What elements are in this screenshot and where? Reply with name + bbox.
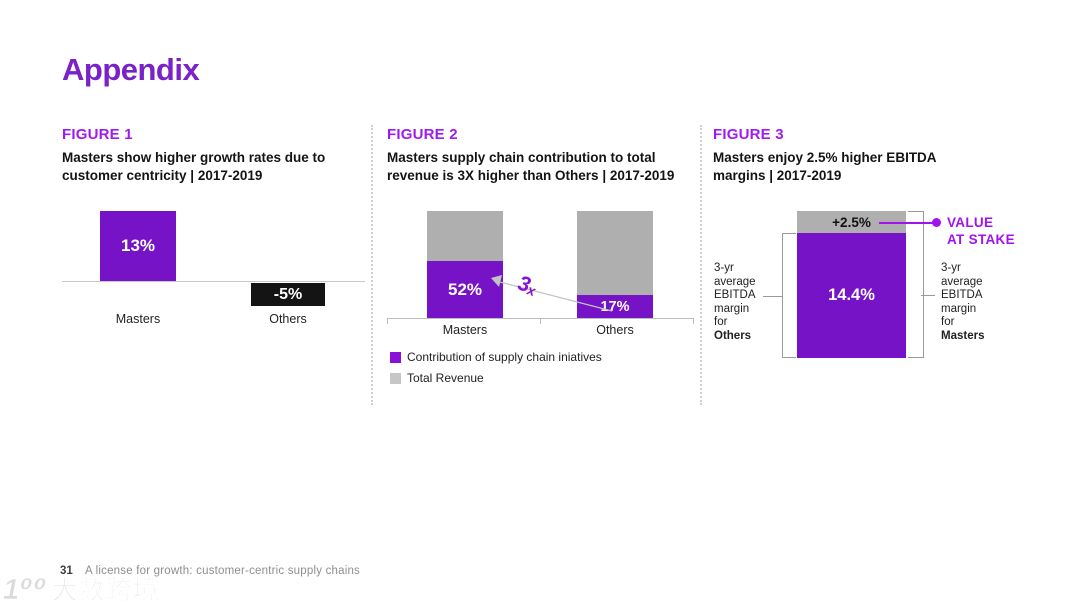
figure1-bar-others: -5% xyxy=(251,283,325,306)
figure2-axis-tick xyxy=(693,318,694,324)
figure3-bar-margin: 14.4% xyxy=(797,233,906,358)
legend-swatch-gray xyxy=(390,372,401,384)
figure1-subtitle-line2: customer centricity | 2017-2019 xyxy=(62,167,263,183)
figure1-subtitle: Masters show higher growth rates due to … xyxy=(62,149,325,184)
figure3-subtitle: Masters enjoy 2.5% higher EBITDA margins… xyxy=(713,149,937,184)
figure1-subtitle-line1: Masters show higher growth rates due to xyxy=(62,150,326,165)
figure3-subtitle-line1: Masters enjoy 2.5% higher EBITDA xyxy=(713,150,937,165)
figure1-bar-masters: 13% xyxy=(100,211,176,281)
figure3-heading: FIGURE 3 xyxy=(713,126,784,143)
figure3-callout-line xyxy=(879,222,934,224)
figure3-right-note: 3-yr average EBITDA margin for Masters xyxy=(941,262,985,342)
figure1-heading: FIGURE 1 xyxy=(62,126,133,143)
figure2-bar-others-total xyxy=(577,211,653,295)
watermark-logo: 1⁰⁰ xyxy=(3,574,48,607)
figure3-callout-dot xyxy=(932,218,941,227)
figure3-right-bracket xyxy=(908,211,924,358)
footer-text: A license for growth: customer-centric s… xyxy=(85,565,361,577)
figure2-bar-masters-value: 52% xyxy=(447,279,483,299)
figure3-left-connector xyxy=(763,296,782,297)
column-divider xyxy=(371,125,373,405)
figure2-heading: FIGURE 2 xyxy=(387,126,458,143)
watermark-text: 大数跨境 xyxy=(51,575,160,606)
watermark: 1⁰⁰ 大数跨境 xyxy=(3,570,160,607)
figure3-right-connector xyxy=(921,295,935,296)
figure1-bar-others-value: -5% xyxy=(273,285,303,303)
figure2-axis-tick xyxy=(540,318,541,324)
figure3-margin-value: 14.4% xyxy=(828,286,875,304)
figure2-axis-tick xyxy=(387,318,388,324)
figure2-bar-masters-contribution: 52% xyxy=(427,261,503,318)
figure3-right-note-bold: Masters xyxy=(941,329,985,342)
figure2-bar-others-contribution: 17% xyxy=(577,295,653,318)
figure3-left-note-bold: Others xyxy=(714,329,752,342)
legend-label-total-revenue: Total Revenue xyxy=(407,371,484,385)
figure2-3x-connector-arrow xyxy=(491,275,613,312)
figure1-category-masters: Masters xyxy=(115,312,161,326)
figure2-category-masters: Masters xyxy=(442,323,488,337)
figure2-bar-masters-total xyxy=(427,211,503,261)
page-title: Appendix xyxy=(62,52,200,87)
page-number: 31 xyxy=(60,565,73,577)
figure1-baseline xyxy=(62,281,365,282)
figure2-category-others: Others xyxy=(596,323,634,337)
legend-item-contribution: Contribution of supply chain iniatives xyxy=(390,350,602,364)
legend-label-contribution: Contribution of supply chain iniatives xyxy=(407,350,602,364)
figure2-subtitle-line2: revenue is 3X higher than Others | 2017-… xyxy=(387,167,675,183)
figure3-left-note: 3-yr average EBITDA margin for Others xyxy=(714,262,756,342)
figure3-subtitle-line2: margins | 2017-2019 xyxy=(713,167,842,183)
figure3-delta-value: +2.5% xyxy=(832,214,871,230)
legend-swatch-purple xyxy=(390,351,401,363)
figure3-bar-delta: +2.5% xyxy=(797,211,906,233)
figure2-subtitle: Masters supply chain contribution to tot… xyxy=(387,149,674,184)
column-divider xyxy=(700,125,702,405)
figure2-subtitle-line1: Masters supply chain contribution to tot… xyxy=(387,150,656,165)
figure1-category-others: Others xyxy=(269,312,307,326)
figure2-legend: Contribution of supply chain iniatives T… xyxy=(390,350,602,385)
figure3-left-bracket xyxy=(782,233,796,358)
legend-item-total-revenue: Total Revenue xyxy=(390,371,602,385)
figure3-callout-value-at-stake: VALUE AT STAKE xyxy=(947,215,1015,247)
figure1-bar-masters-value: 13% xyxy=(120,236,156,255)
